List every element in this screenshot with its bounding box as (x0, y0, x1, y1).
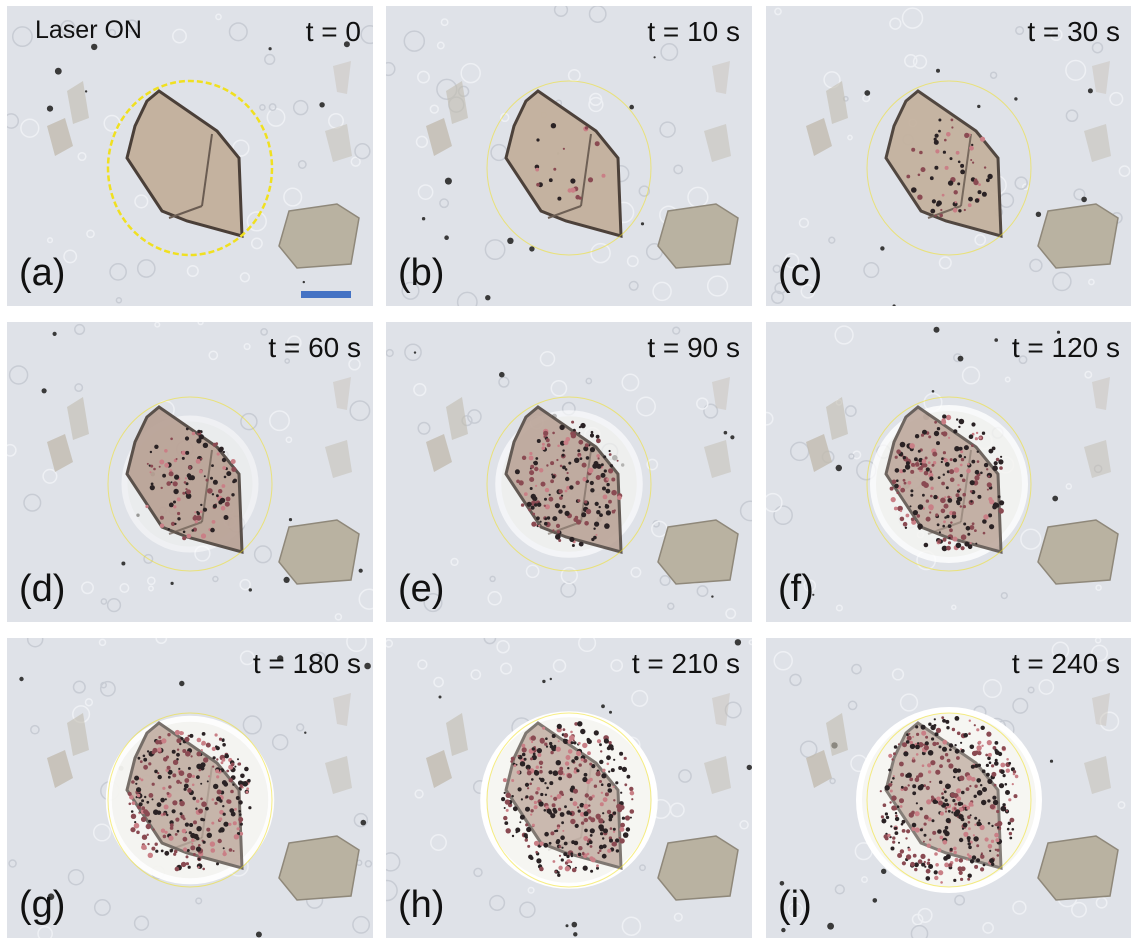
panel-label: (i) (778, 884, 812, 926)
micrograph (766, 6, 1131, 306)
image-panel: t = 210 s (h) (386, 638, 752, 938)
image-panel: t = 240 s (i) (766, 638, 1131, 938)
micrograph (386, 6, 752, 306)
micrograph (7, 6, 373, 306)
time-label: t = 10 s (647, 16, 740, 47)
laser-on-label: Laser ON (35, 16, 142, 44)
scale-bar (301, 291, 351, 298)
time-label: t = 120 s (1011, 332, 1120, 363)
micrograph (766, 638, 1131, 938)
time-label: t = 240 s (1011, 648, 1120, 679)
panel-label: (c) (778, 252, 823, 294)
image-panel: t = 10 s (b) (386, 6, 752, 306)
image-panel: t = 120 s (f) (766, 322, 1131, 622)
micrograph (766, 322, 1131, 622)
image-panel: t = 90 s (e) (386, 322, 752, 622)
time-label: t = 60 s (268, 332, 361, 363)
image-panel: t = 180 s (g) (7, 638, 373, 938)
panel-label: (d) (19, 568, 66, 610)
image-panel: t = 30 s (c) (766, 6, 1131, 306)
time-label: t = 210 s (631, 648, 740, 679)
panel-label: (a) (19, 252, 66, 294)
panel-label: (b) (398, 252, 445, 294)
panel-label: (f) (778, 568, 814, 610)
image-panel: t = 0 (a) Laser ON (7, 6, 373, 306)
panel-label: (e) (398, 568, 445, 610)
time-label: t = 90 s (647, 332, 740, 363)
time-label: t = 0 (305, 16, 361, 47)
time-label: t = 30 s (1027, 16, 1120, 47)
image-panel: t = 60 s (d) (7, 322, 373, 622)
micrograph (7, 638, 373, 938)
panel-label: (h) (398, 884, 445, 926)
time-label: t = 180 s (252, 648, 361, 679)
micrograph (386, 638, 752, 938)
panel-label: (g) (19, 884, 66, 926)
micrograph (386, 322, 752, 622)
micrograph (7, 322, 373, 622)
